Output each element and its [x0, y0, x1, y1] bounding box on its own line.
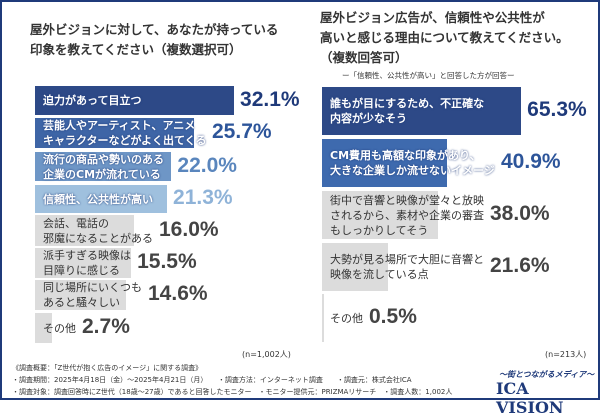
bar-label: その他: [330, 311, 363, 325]
left-chart-title: 屋外ビジョンに対して、あなたが持っている 印象を教えてください（複数選択可）: [30, 22, 279, 57]
bar: [322, 87, 522, 135]
bar: [35, 280, 126, 310]
bar-label: 信頼性、公共性が高い: [43, 192, 153, 206]
footer-line: ・調査期間：2025年4月18日（金）～2025年4月21日（月） ・調査方法：…: [12, 376, 412, 384]
bar: [35, 215, 135, 246]
value-label: 21.6%: [490, 254, 550, 277]
bar: [35, 118, 195, 148]
right-chart-title: 屋外ビジョン広告が、信頼性や公共性が 高いと感じる理由について教えてください。 …: [320, 10, 569, 65]
footer-line: ・調査対象：調査回答時にZ世代（18歳～27歳）であると回答したモニター ・モニ…: [12, 388, 453, 396]
left-sample-size: (n=1,002人): [242, 350, 291, 359]
bar: [322, 294, 324, 342]
bar-label: 会話、電話の 邪魔になることがある: [43, 216, 153, 245]
value-label: 2.7%: [82, 315, 130, 338]
value-label: 22.0%: [177, 153, 237, 177]
bar-label: 大勢が見る場所で大胆に音響と 映像を流している点: [330, 253, 484, 281]
value-label: 65.3%: [527, 98, 587, 121]
value-label: 40.9%: [501, 150, 561, 173]
value-label: 21.3%: [173, 186, 233, 209]
bar-label: CM費用も高額な印象があり、 大きな企業しか流せないイメージ: [330, 149, 495, 177]
bar: [35, 313, 52, 343]
bar-label: 流行の商品や勢いのある 企業のCMが流れている: [43, 152, 164, 181]
bar: [35, 248, 132, 278]
bar-label: その他: [43, 321, 76, 335]
right-chart-subtitle: ー「信頼性、公共性が高い」と回答した方が回答ー: [342, 71, 515, 80]
bar: [322, 191, 438, 239]
value-label: 14.6%: [148, 282, 208, 305]
bar: [35, 152, 172, 181]
logo: ICA VISION: [496, 379, 564, 417]
bar: [35, 185, 168, 213]
value-label: 15.5%: [137, 250, 197, 273]
bar-label: 迫力があって目立つ: [43, 94, 142, 107]
bar: [322, 243, 388, 291]
value-label: 0.5%: [369, 305, 417, 328]
bar-label: 誰もが目にするため、不正確な 内容が少なそう: [330, 97, 485, 125]
value-label: 16.0%: [159, 217, 219, 241]
bar-label: 芸能人やアーティスト、アニメ キャラクターなどがよく出てくる: [43, 119, 207, 147]
value-label: 38.0%: [490, 202, 550, 225]
bar-label: 派手すぎる映像は 目障りに感じる: [43, 249, 131, 277]
bar: [35, 86, 235, 115]
footer-line: 《調査概要：「Z世代が抱く広告のイメージ」に関する調査》: [12, 364, 203, 372]
bar-label: 街中で音響と映像が堂々と放映 されるから、素材や企業の審査 もしっかりしてそう: [330, 193, 484, 237]
bar: [322, 139, 447, 187]
right-sample-size: (n=213人): [545, 350, 587, 359]
value-label: 32.1%: [240, 87, 300, 111]
logo-tagline: ～街とつながるメディア～: [499, 370, 595, 379]
value-label: 25.7%: [212, 120, 272, 143]
bar-label: 同じ場所にいくつも あると騒々しい: [43, 281, 142, 309]
